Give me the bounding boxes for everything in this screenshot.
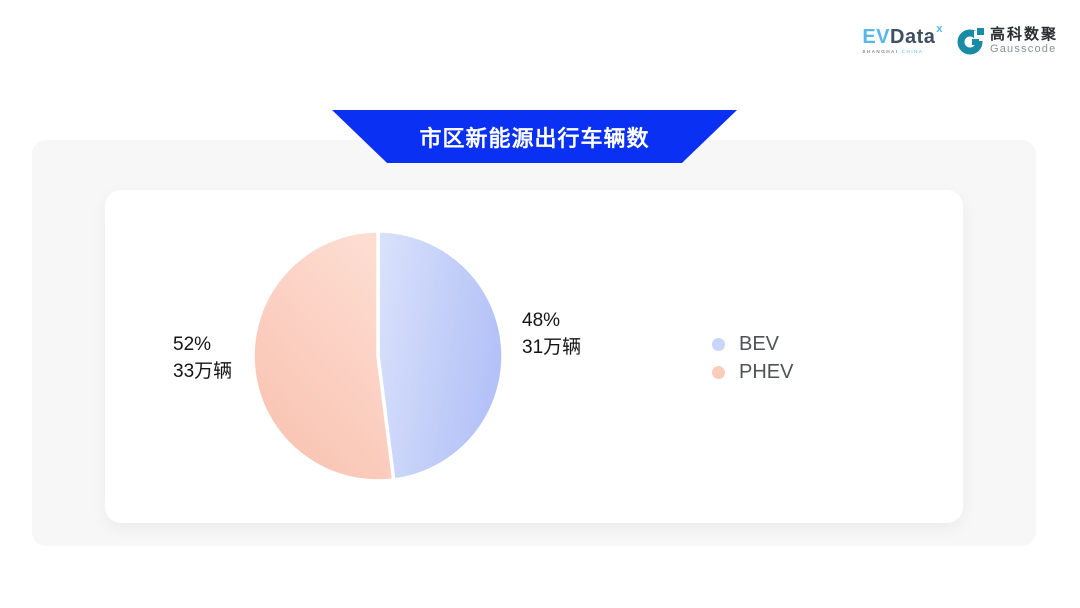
chart-card [105,190,963,523]
gausscode-logo: 高科数聚 Gausscode [957,26,1058,56]
evdata-logo-subtext: SHANGHAI CHINA [862,49,924,55]
bev-percent: 48% [522,310,561,331]
legend-item-bev[interactable]: BEV [712,331,793,358]
evdata-logo-ev: EV [862,26,890,49]
phev-percent: 52% [173,334,212,355]
gausscode-name-cn: 高科数聚 [989,25,1058,43]
phev-legend-dot-icon [712,366,725,379]
evdata-logo-data: Data [890,26,936,49]
gausscode-g-icon [957,28,985,55]
chart-legend: BEV PHEV [712,331,793,386]
pie-slice-bev[interactable] [376,229,505,482]
bev-legend-dot-icon [712,338,725,351]
page-title: 市区新能源出行车辆数 [419,125,650,151]
evdata-logo-superscript: x [936,23,943,36]
phev-slice-label: 52% 33万辆 [173,331,232,385]
pie-chart[interactable] [248,226,508,486]
phev-legend-label: PHEV [739,361,794,383]
evdata-logo: EV Data x SHANGHAI CHINA [862,23,943,55]
header-logos: EV Data x SHANGHAI CHINA 高科数聚 Gausscode [862,23,1058,56]
bev-value: 31万辆 [522,337,582,358]
phev-value: 33万辆 [173,361,233,382]
bev-slice-label: 48% 31万辆 [522,307,581,361]
gausscode-name-en: Gausscode [989,43,1057,56]
pie-slice-phev[interactable] [251,229,396,483]
bev-legend-label: BEV [739,333,780,355]
legend-item-phev[interactable]: PHEV [712,359,793,386]
title-banner: 市区新能源出行车辆数 [332,110,737,163]
